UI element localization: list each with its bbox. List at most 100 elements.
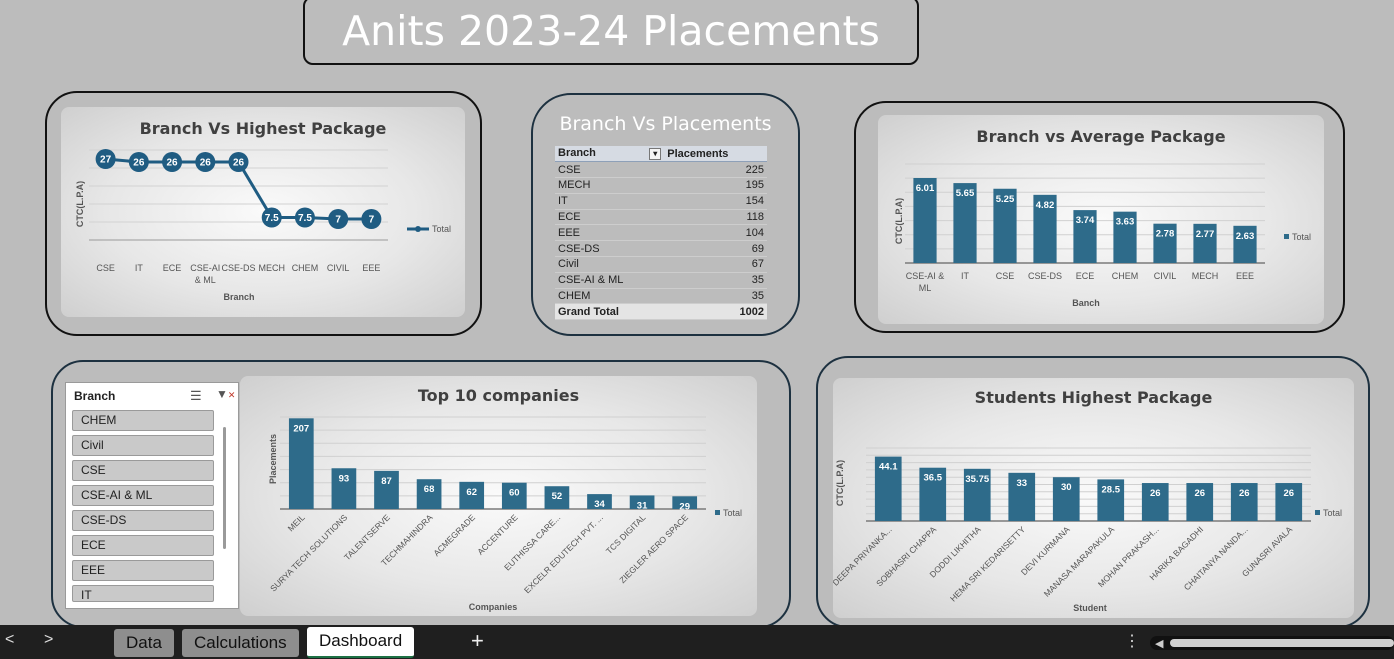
- bar: [672, 496, 698, 509]
- x-tick-label: CHEM: [292, 263, 319, 273]
- bar: [1008, 472, 1036, 521]
- sheet-tab-bar: < > Data Calculations Dashboard + ⋮ ◀: [0, 625, 1394, 659]
- x-tick-label: ECE: [163, 263, 182, 273]
- bar: [913, 178, 937, 263]
- average-package-chart[interactable]: Branch vs Average Package 6.01 CSE-AI & ML…: [878, 115, 1324, 324]
- x-tick-label: CSE-DS: [1028, 271, 1062, 281]
- placements-table: Branch ▾ Placements CSE 225 MECH 195 IT 154 ECE…: [555, 146, 767, 321]
- bar: [1275, 483, 1303, 521]
- data-label: 26: [166, 158, 178, 169]
- x-tick-label: & ML: [195, 275, 216, 285]
- pivot-header-placements: Placements: [664, 146, 767, 163]
- average-package-title: Branch vs Average Package: [976, 127, 1226, 146]
- pivot-total-label: Grand Total: [555, 303, 665, 321]
- pivot-placements-cell: 35: [664, 272, 767, 289]
- slicer-item[interactable]: Civil: [72, 435, 214, 456]
- next-sheet-button[interactable]: >: [44, 631, 54, 648]
- data-label: 26: [1283, 488, 1294, 499]
- data-label: 28.5: [1102, 484, 1121, 495]
- scrollbar-thumb[interactable]: [1170, 639, 1394, 647]
- placements-pivot[interactable]: Branch ▾ Placements CSE 225 MECH 195 IT 154 ECE…: [555, 146, 767, 321]
- multi-select-icon[interactable]: ☰: [190, 388, 202, 403]
- pivot-branch-cell: ECE: [555, 209, 665, 226]
- x-tick-label: ML: [919, 283, 932, 293]
- x-tick-label: MEIL: [286, 512, 307, 533]
- data-label: 2.78: [1156, 229, 1175, 240]
- data-label: 3.63: [1116, 217, 1135, 228]
- filter-dropdown-icon[interactable]: ▾: [649, 148, 662, 161]
- slicer-item[interactable]: EEE: [72, 560, 214, 581]
- bar: [993, 188, 1017, 263]
- pivot-placements-cell: 225: [664, 161, 767, 179]
- data-label: 26: [1150, 488, 1161, 499]
- data-label: 35.75: [965, 474, 989, 485]
- x-tick-label: EXCELR EDUTECH PVT. ...: [522, 512, 605, 595]
- bar: [1230, 483, 1258, 521]
- prev-sheet-button[interactable]: <: [5, 631, 15, 648]
- slicer-item[interactable]: CSE-AI & ML: [72, 485, 214, 506]
- add-sheet-button[interactable]: +: [471, 628, 484, 653]
- data-label: 26: [200, 158, 212, 169]
- data-label: 30: [1061, 482, 1072, 493]
- y-axis-label: CTC(L.P.A): [75, 181, 85, 227]
- pivot-total-value: 1002: [664, 303, 767, 321]
- bar: [501, 482, 527, 509]
- students-chart[interactable]: Students Highest Package 44.1 DEEPA PRIYA…: [833, 378, 1354, 618]
- slicer-scrollbar[interactable]: [223, 427, 226, 549]
- data-label: 60: [509, 488, 520, 499]
- slicer-item[interactable]: ECE: [72, 535, 214, 556]
- pivot-header-branch[interactable]: Branch ▾: [555, 146, 665, 163]
- y-axis-label: CTC(L.P.A): [835, 460, 845, 506]
- top-companies-title: Top 10 companies: [417, 386, 580, 405]
- legend-swatch: [715, 510, 720, 515]
- pivot-branch-cell: EEE: [555, 224, 665, 242]
- x-tick-label: CSE: [996, 271, 1015, 281]
- clear-filter-icon[interactable]: ▼✕: [216, 387, 236, 401]
- highest-package-chart[interactable]: Branch Vs Highest Package 27 26 26 26 26 7.5 7…: [61, 107, 465, 317]
- data-point: [361, 209, 382, 229]
- pivot-row: CHEM 35: [555, 288, 767, 305]
- data-label: 5.25: [996, 194, 1015, 205]
- scroll-left-icon[interactable]: ◀: [1155, 638, 1164, 650]
- slicer-item[interactable]: CSE: [72, 460, 214, 481]
- data-label: 26: [133, 158, 145, 169]
- x-axis-label: Branch: [223, 292, 254, 302]
- more-options-icon[interactable]: ⋮: [1124, 633, 1140, 650]
- students-title: Students Highest Package: [974, 388, 1213, 407]
- slicer-item[interactable]: IT: [72, 585, 214, 602]
- top-companies-chart[interactable]: Top 10 companies 207 MEIL 93 SURYA TECH SOL…: [240, 376, 757, 616]
- data-point: [95, 149, 116, 169]
- data-label: 7.5: [298, 213, 312, 224]
- data-label: 93: [339, 473, 350, 484]
- pivot-row: Civil 67: [555, 256, 767, 273]
- slicer-item[interactable]: CSE-DS: [72, 510, 214, 531]
- pivot-placements-cell: 67: [664, 256, 767, 273]
- data-label: 4.82: [1036, 200, 1055, 211]
- pivot-branch-cell: MECH: [555, 177, 665, 194]
- data-point: [228, 152, 249, 172]
- x-tick-label: TCS DIGITAL: [604, 512, 648, 556]
- pivot-placements-cell: 195: [664, 177, 767, 194]
- tab-calculations[interactable]: Calculations: [182, 629, 299, 657]
- pivot-row: CSE-AI & ML 35: [555, 272, 767, 289]
- pivot-branch-cell: Civil: [555, 256, 665, 273]
- bar: [1141, 483, 1169, 521]
- tab-dashboard[interactable]: Dashboard: [307, 627, 415, 658]
- bar: [1097, 479, 1125, 521]
- data-label: 7: [369, 215, 375, 226]
- data-label: 52: [552, 491, 563, 502]
- slicer-item[interactable]: CHEM: [72, 410, 214, 431]
- horizontal-scrollbar[interactable]: ◀: [1150, 636, 1394, 650]
- data-point: [261, 207, 282, 228]
- tab-data[interactable]: Data: [114, 629, 174, 657]
- pivot-branch-cell: CSE-AI & ML: [555, 272, 665, 289]
- pivot-placements-cell: 35: [664, 288, 767, 305]
- x-tick-label: MECH: [258, 263, 285, 273]
- x-axis-label: Banch: [1072, 298, 1100, 308]
- pivot-row: IT 154: [555, 193, 767, 210]
- branch-slicer[interactable]: Branch ☰ ▼✕ CHEM Civil CSE CSE-AI & ML CSE-D…: [65, 382, 239, 609]
- data-point: [294, 207, 315, 228]
- x-tick-label: CSE-AI &: [906, 271, 945, 281]
